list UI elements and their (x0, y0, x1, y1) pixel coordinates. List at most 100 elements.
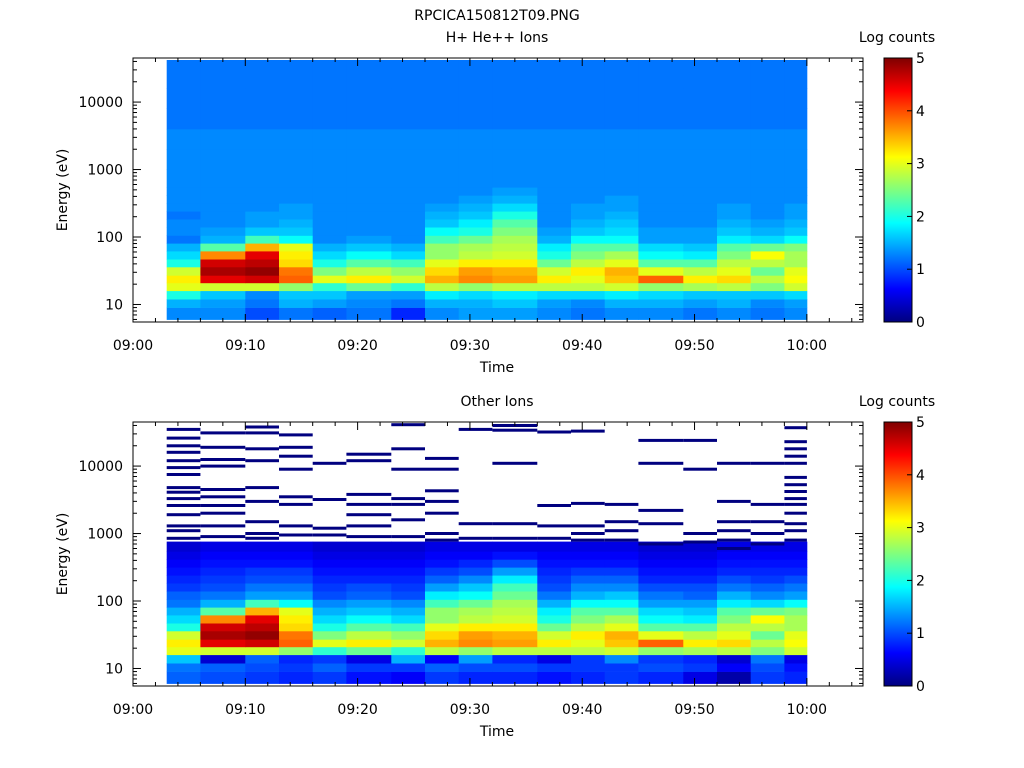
heatmap-cell (492, 575, 538, 584)
heatmap-cell (391, 639, 426, 648)
heatmap-cell (245, 282, 280, 292)
heatmap-cell (683, 211, 718, 220)
heatmap-cell (425, 290, 460, 300)
heatmap-cell (458, 307, 493, 320)
heatmap-cell (537, 654, 572, 664)
heatmap-cell (346, 149, 392, 170)
heatmap-count-line (279, 467, 313, 471)
heatmap-cell (425, 567, 460, 576)
heatmap-cell (458, 615, 493, 624)
heatmap-count-line (245, 425, 279, 429)
heatmap-cell (492, 282, 538, 292)
heatmap-cell (346, 219, 392, 228)
heatmap-cell (391, 243, 426, 252)
heatmap-cell (391, 259, 426, 268)
heatmap-count-line (784, 522, 807, 526)
heatmap-cell (166, 599, 201, 608)
heatmap-cell (425, 169, 460, 188)
heatmap-cell (750, 169, 785, 188)
heatmap-cell (279, 219, 314, 228)
x-tick-label: 09:20 (337, 338, 377, 354)
heatmap-cell (784, 654, 808, 664)
heatmap-cell (245, 219, 280, 228)
heatmap-count-line (492, 522, 538, 526)
heatmap-cell (683, 623, 718, 632)
heatmap-cell (391, 251, 426, 260)
heatmap-cell (638, 599, 684, 608)
heatmap-cell (312, 639, 347, 648)
heatmap-cell (683, 541, 718, 552)
heatmap-count-line (245, 532, 279, 535)
heatmap-cell (784, 282, 808, 292)
y-tick-label: 10000 (78, 95, 123, 111)
x-tick-label: 10:00 (787, 702, 827, 718)
panel-title: H+ He++ Ions (446, 30, 549, 46)
heatmap-count-line (346, 459, 392, 463)
heatmap-cell (492, 149, 538, 170)
heatmap-cell (784, 88, 808, 109)
heatmap-cell (717, 266, 752, 276)
heatmap-cell (425, 227, 460, 236)
heatmap-cell (312, 251, 347, 260)
heatmap-cell (346, 607, 392, 616)
heatmap-cell (279, 259, 314, 268)
heatmap-cell (166, 623, 201, 632)
heatmap-cell (604, 227, 639, 236)
heatmap-cell (638, 203, 684, 212)
heatmap-cell (312, 275, 347, 284)
heatmap-cell (458, 663, 493, 672)
heatmap-cell (638, 607, 684, 616)
heatmap-cell (166, 128, 201, 150)
heatmap-cell (279, 243, 314, 252)
heatmap-cell (245, 187, 280, 196)
heatmap-cell (200, 108, 246, 130)
heatmap-cell (245, 607, 280, 616)
colorbar-label: Log counts (859, 30, 935, 46)
heatmap-cell (425, 639, 460, 648)
heatmap-cell (200, 187, 246, 196)
heatmap-cell (312, 591, 347, 600)
heatmap-cell (638, 169, 684, 188)
heatmap-count-line (784, 511, 807, 515)
heatmap-cell (391, 290, 426, 300)
heatmap-cell (638, 243, 684, 252)
heatmap-cell (784, 211, 808, 220)
heatmap-cell (750, 187, 785, 196)
heatmap-cell (166, 259, 201, 268)
heatmap-cell (638, 541, 684, 552)
heatmap-cell (391, 646, 426, 656)
heatmap-cell (346, 654, 392, 664)
heatmap-cell (638, 211, 684, 220)
heatmap-cell (458, 203, 493, 212)
heatmap-cell (571, 108, 606, 130)
heatmap-cell (425, 203, 460, 212)
heatmap-cell (312, 149, 347, 170)
heatmap-cell (784, 275, 808, 284)
heatmap-cell (166, 551, 201, 560)
heatmap-cell (458, 639, 493, 648)
heatmap-cell (312, 299, 347, 308)
heatmap-cell (279, 203, 314, 212)
heatmap-cell (492, 639, 538, 648)
heatmap-cell (537, 559, 572, 568)
heatmap-cell (750, 275, 785, 284)
heatmap-cell (279, 607, 314, 616)
heatmap-count-line (279, 533, 313, 537)
heatmap-cell (245, 259, 280, 268)
heatmap-cell (784, 187, 808, 196)
heatmap-cell (638, 646, 684, 656)
heatmap-cell (571, 219, 606, 228)
heatmap-cell (346, 251, 392, 260)
heatmap-cell (683, 559, 718, 568)
heatmap-cell (200, 646, 246, 656)
heatmap-cell (166, 187, 201, 196)
heatmap-cell (458, 646, 493, 656)
heatmap-count-line (200, 488, 246, 491)
heatmap-count-line (200, 464, 246, 468)
heatmap-cell (750, 259, 785, 268)
heatmap-cell (391, 203, 426, 212)
heatmap-cell (166, 307, 201, 320)
y-tick-label: 1000 (87, 527, 123, 543)
heatmap-cell (604, 646, 639, 656)
heatmap-cell (391, 559, 426, 568)
